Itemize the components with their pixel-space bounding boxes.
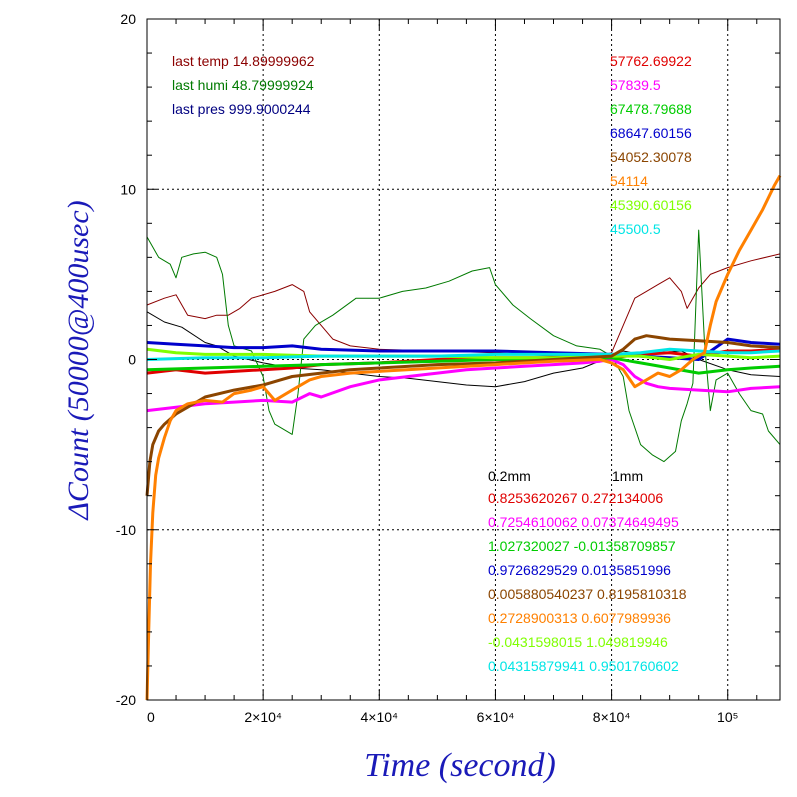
y-tick-label: 10 (120, 181, 136, 197)
count-value: 45390.60156 (610, 197, 692, 213)
x-tick-label: 0 (147, 709, 155, 725)
count-value: 45500.5 (610, 221, 661, 237)
x-tick-label: 10⁵ (717, 709, 738, 725)
coefficient-row: 0.04315879941 0.9501760602 (488, 658, 679, 674)
y-tick-label: 0 (128, 352, 136, 368)
count-value: 57762.69922 (610, 53, 692, 69)
y-axis-title: ΔCount (50000@400usec) (62, 200, 95, 520)
series-line-10 (145, 174, 782, 701)
coefficient-row: 1.027320027 -0.01358709857 (488, 538, 676, 554)
coefficient-row: 0.005880540237 0.8195810318 (488, 586, 687, 602)
y-tick-label: -10 (116, 522, 136, 538)
env-reading: last humi 48.79999924 (172, 77, 314, 93)
x-tick-label: 2×10⁴ (244, 709, 282, 725)
coefficient-row: 0.9726829529 0.0135851996 (488, 562, 671, 578)
series-line-3 (146, 358, 781, 413)
series-line-0 (146, 311, 781, 388)
x-tick-label: 6×10⁴ (477, 709, 515, 725)
count-value: 57839.5 (610, 77, 661, 93)
series-line-7 (146, 347, 781, 361)
env-reading: last pres 999.9000244 (172, 101, 311, 117)
x-tick-label: 4×10⁴ (361, 709, 399, 725)
y-tick-label: -20 (116, 692, 136, 708)
annotations: last temp 14.89999962 last humi 48.799999… (172, 53, 692, 674)
y-tick-label: 20 (120, 11, 136, 27)
coefficient-row: 0.7254610062 0.07374649495 (488, 514, 679, 530)
ticks: 0 2×10⁴ 4×10⁴ 6×10⁴ 8×10⁴ 10⁵ -20 -10 0 10 20 (116, 11, 780, 725)
x-axis-title: Time (second) (364, 747, 556, 784)
count-value: 54114 (610, 173, 648, 189)
count-value: 54052.30078 (610, 149, 692, 165)
coefficient-row: -0.0431598015 1.049819946 (488, 634, 668, 650)
count-value: 67478.79688 (610, 101, 692, 117)
coefficient-row: 0.8253620267 0.272134006 (488, 490, 663, 506)
x-tick-label: 8×10⁴ (593, 709, 631, 725)
count-value: 68647.60156 (610, 125, 692, 141)
coefficient-row: 0.2728900313 0.6077989936 (488, 610, 671, 626)
coef-header-col2: 1mm (612, 468, 643, 484)
series-group (145, 174, 782, 701)
series-line-8 (146, 347, 781, 361)
coef-header-col1: 0.2mm (488, 468, 531, 484)
env-reading: last temp 14.89999962 (172, 53, 315, 69)
series-line-2 (146, 229, 781, 463)
